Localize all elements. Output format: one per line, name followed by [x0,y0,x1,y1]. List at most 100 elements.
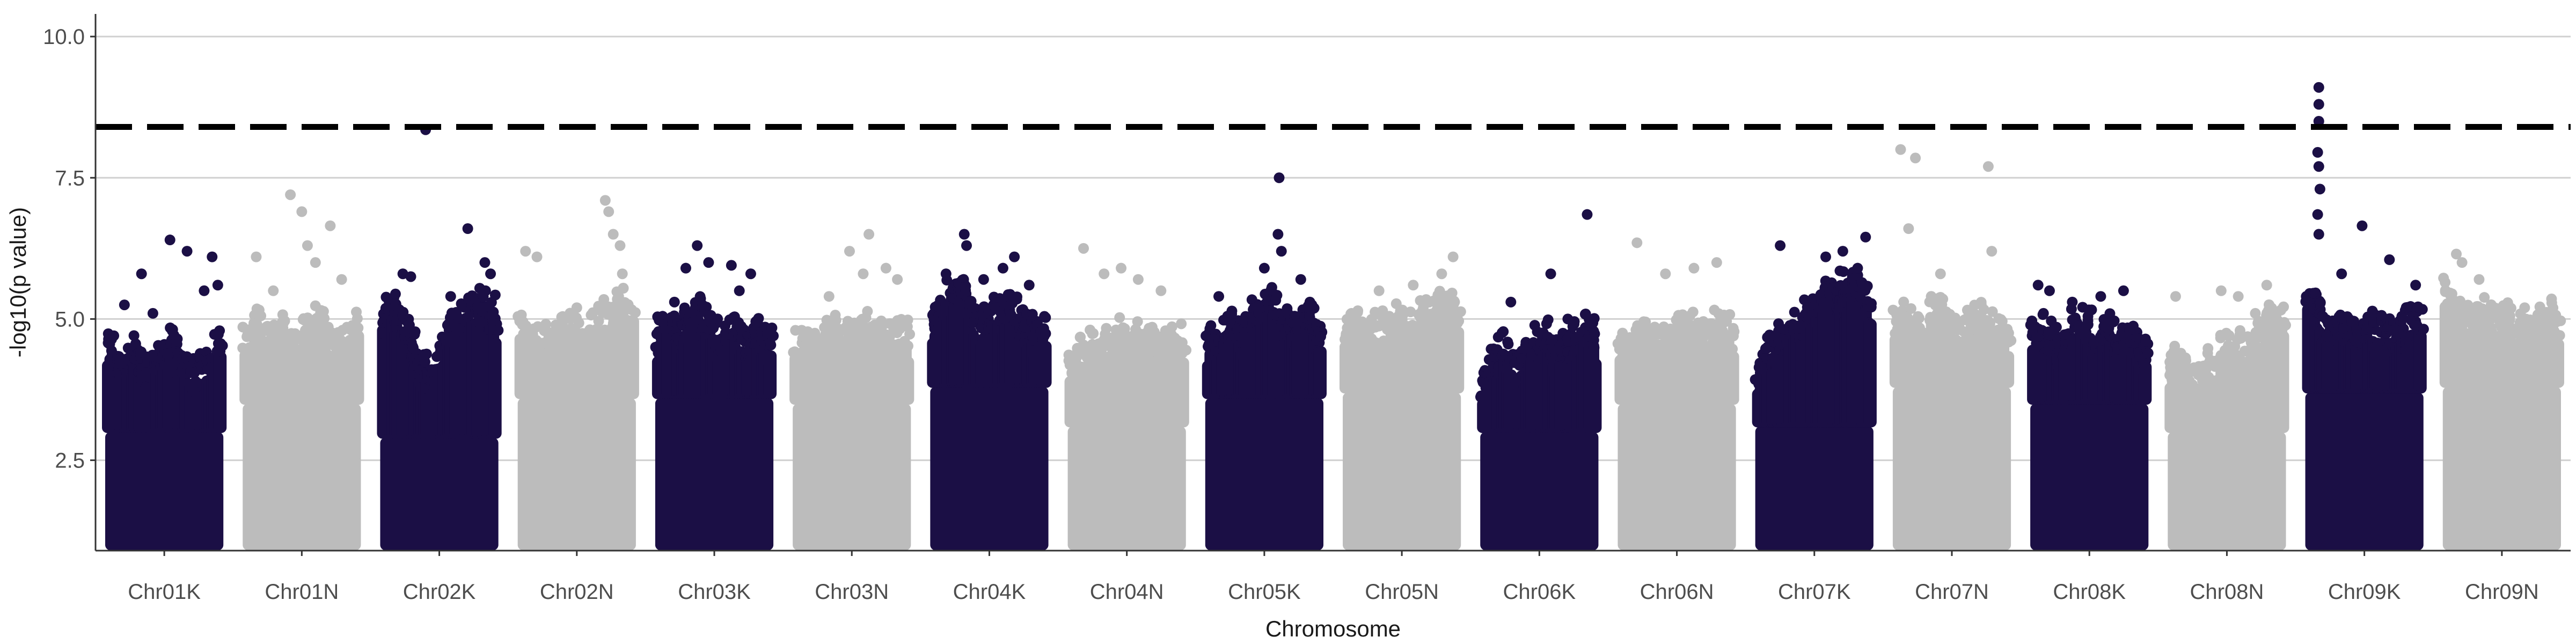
data-point-peak [823,291,835,302]
data-point-peak [1910,152,1921,164]
data-point [214,325,225,336]
data-point-peak [1258,262,1270,274]
data-point-peak [1688,262,1700,274]
data-point-peak [599,195,611,206]
point-column [1728,351,1739,405]
data-point-peak [1373,285,1385,296]
data-point-peak [2314,184,2325,195]
data-point [409,326,421,338]
series-Chr09N [2438,248,2566,551]
data-point-peak [268,285,279,296]
data-point-peak [212,280,223,291]
x-tick-label: Chr06N [1640,580,1714,604]
point-column [491,338,502,439]
grid-lines [90,35,2571,462]
y-axis-title: -log10(p value) [5,207,31,357]
y-tick-label: 2.5 [55,449,85,473]
data-point-peak [1986,246,1997,257]
x-tick-label: Chr09K [2328,580,2401,604]
point-column [1178,357,1189,428]
data-point [1352,307,1363,318]
data-point-peak [1078,243,1089,254]
data-point-peak [479,257,491,268]
data-point-peak [726,260,737,271]
data-point [1226,309,1238,320]
data-point-peak [1582,209,1593,220]
data-point-peak [2548,313,2559,325]
point-cloud-core [655,398,774,551]
point-cloud-core [1755,426,1874,551]
data-point-peak [2313,99,2324,110]
data-point-peak [2384,254,2395,265]
x-tick-label: Chr07K [1778,580,1851,604]
x-tick-label: Chr01N [265,580,339,604]
data-point-peak [844,246,855,257]
data-point [2279,317,2290,328]
data-point [1453,316,1465,327]
data-point-peak [978,274,989,285]
data-point-peak [734,285,745,296]
data-point [493,325,504,336]
data-point-peak [1860,231,1871,243]
data-point [171,339,182,350]
data-point [1271,290,1283,301]
series-Chr05K [1201,172,1328,551]
data-point-peak [336,274,347,285]
point-column [216,352,227,433]
data-point [701,302,712,313]
point-cloud-core [2442,386,2561,551]
data-point-peak [997,262,1008,274]
data-point [319,313,330,324]
point-cloud-core [2030,404,2149,551]
data-point [2438,273,2449,284]
data-point-peak [285,189,296,200]
series-Chr06N [1612,237,1740,551]
data-point [958,274,969,285]
data-point [1728,323,1739,334]
data-point [1455,306,1466,317]
data-point-peak [858,268,869,280]
series-Chr03K [650,240,779,551]
data-point-peak [199,285,210,296]
data-point-peak [2410,280,2421,291]
point-column [2416,331,2427,394]
data-point [1315,331,1326,342]
data-point-peak [692,240,703,251]
data-point-peak [2313,161,2324,172]
point-column [903,356,914,405]
point-column [628,316,639,399]
series-Chr06K [1475,209,1602,551]
point-cloud-core [1892,386,2011,551]
data-point-peak [2312,147,2323,158]
data-point-peak [1436,268,1447,280]
data-point-peak [2044,285,2055,296]
x-tick-label: Chr09N [2465,580,2539,604]
data-point [1898,296,1909,308]
data-point-peak [863,229,875,240]
data-point [1040,328,1051,339]
data-point [1912,311,1923,322]
point-column [1591,358,1602,433]
data-point-peak [603,206,614,217]
data-point-peak [1447,251,1459,262]
x-tick-label: Chr07N [1915,580,1989,604]
data-point-peak [302,240,313,251]
y-tick-label: 10.0 [43,25,85,49]
data-point [2140,336,2151,347]
data-point-peak [181,246,193,257]
series-Chr08K [2025,280,2154,551]
data-point-peak [1276,246,1287,257]
data-point-peak [1155,285,1167,296]
point-column [766,350,777,399]
data-point-peak [1935,268,1946,280]
data-point [1978,304,1989,315]
data-point-peak [2118,285,2129,296]
data-point [106,334,117,345]
x-tick-label: Chr05N [1365,580,1439,604]
data-point [1860,285,1871,296]
data-point [960,285,971,296]
data-point [1012,291,1023,303]
data-point-peak [2519,302,2530,313]
data-point-peak [1982,161,1994,172]
